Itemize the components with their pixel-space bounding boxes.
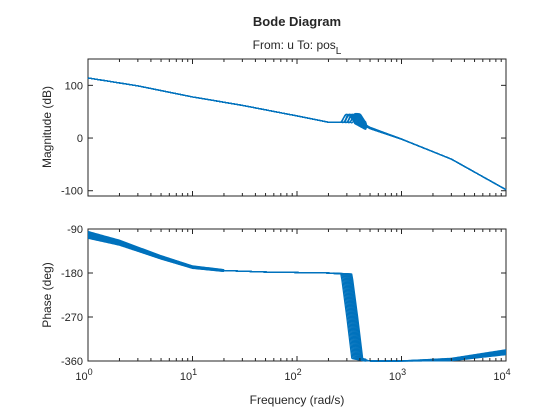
magnitude-panel: 100 0 -100 Magnitude (dB) (40, 58, 507, 198)
tick-base: 10 (493, 371, 505, 383)
chart-title: Bode Diagram (253, 14, 341, 29)
phase-curves (87, 230, 507, 362)
tick-base: 10 (180, 371, 192, 383)
frequency-tick-label: 102 (284, 367, 301, 383)
magnitude-axes-frame (87, 58, 507, 197)
magnitude-ytick-label: -100 (61, 186, 83, 198)
frequency-tick-labels: 100 101 102 103 104 (75, 367, 510, 383)
phase-ytick-label: -360 (61, 356, 83, 368)
magnitude-response-curve (87, 77, 507, 191)
phase-axes-frame (87, 228, 507, 362)
magnitude-ytick-label: 100 (65, 80, 83, 92)
tick-base: 10 (75, 371, 87, 383)
phase-panel: -90-180-270-360 100 101 102 103 104 Phase (d… (40, 224, 511, 383)
phase-x-ticks (118, 229, 502, 361)
tick-exponent: 4 (506, 367, 511, 377)
x-axis-label: Frequency (rad/s) (250, 393, 345, 407)
tick-base: 10 (284, 371, 296, 383)
magnitude-ytick-label: 0 (77, 133, 83, 145)
phase-ytick-label: -90 (67, 224, 83, 236)
magnitude-curves (87, 77, 507, 191)
frequency-tick-label: 100 (75, 367, 92, 383)
phase-response-curve (87, 230, 507, 362)
chart-subtitle: From: u To: posL (253, 38, 342, 57)
phase-y-ticks: -90 -180 -270 -360 (61, 224, 506, 368)
magnitude-x-ticks (118, 59, 502, 196)
frequency-tick-label: 101 (180, 367, 197, 383)
tick-base: 10 (389, 371, 401, 383)
frequency-tick-label: 103 (389, 367, 406, 383)
tick-exponent: 0 (88, 367, 93, 377)
magnitude-y-ticks: 100 0 -100 (61, 80, 506, 198)
phase-ytick-label: -270 (61, 312, 83, 324)
tick-exponent: 3 (401, 367, 406, 377)
subtitle-subscript: L (336, 46, 342, 57)
tick-exponent: 1 (192, 367, 197, 377)
frequency-tick-label: 104 (493, 367, 510, 383)
phase-ylabel: Phase (deg) (40, 262, 54, 327)
magnitude-ylabel: Magnitude (dB) (40, 86, 54, 168)
phase-ytick-label: -180 (61, 268, 83, 280)
tick-exponent: 2 (297, 367, 302, 377)
subtitle-main: From: u To: pos (253, 38, 336, 52)
